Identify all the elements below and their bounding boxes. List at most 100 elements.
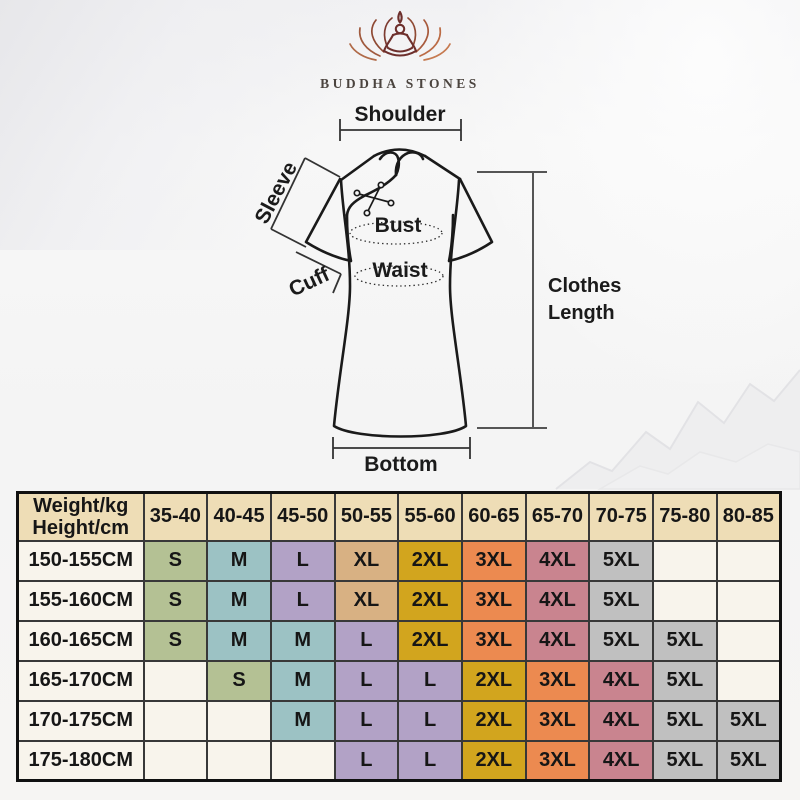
size-cell: 2XL	[460, 699, 527, 742]
empty-size-cell	[715, 619, 782, 662]
size-cell: 5XL	[652, 619, 718, 662]
size-cell: L	[333, 699, 400, 742]
height-row-label: 175-180CM	[16, 739, 145, 782]
size-cell: L	[269, 539, 336, 582]
clothes-length-label-line2: Length	[548, 302, 615, 324]
weight-column-header: 40-45	[206, 491, 272, 542]
size-cell: 5XL	[588, 619, 654, 662]
size-cell: L	[397, 659, 463, 702]
cuff-measure: Cuff	[285, 251, 342, 301]
weight-column-header: 60-65	[460, 491, 527, 542]
height-row-label: 155-160CM	[16, 579, 145, 622]
size-cell: M	[206, 619, 272, 662]
weight-column-header: 70-75	[588, 491, 654, 542]
empty-size-cell	[206, 739, 272, 782]
cuff-label: Cuff	[285, 262, 334, 301]
waist-marker: Waist	[354, 259, 444, 287]
size-cell: 5XL	[652, 699, 718, 742]
size-cell: 5XL	[652, 659, 718, 702]
size-table-row: 175-180CM L L 2XL 3XL 4XL 5XL 5XL	[16, 739, 782, 782]
weight-column-header: 50-55	[333, 491, 400, 542]
size-cell: 5XL	[715, 699, 782, 742]
height-row-label: 165-170CM	[16, 659, 145, 702]
size-cell: 3XL	[460, 619, 527, 662]
empty-size-cell	[715, 659, 782, 702]
frog-buttons-icon	[353, 181, 395, 217]
size-cell: M	[206, 539, 272, 582]
size-cell: 2XL	[397, 539, 463, 582]
empty-size-cell	[269, 739, 336, 782]
bust-marker: Bust	[349, 214, 443, 245]
size-cell: 4XL	[524, 579, 591, 622]
size-cell: 2XL	[397, 619, 463, 662]
sleeve-label: Sleeve	[250, 158, 302, 228]
empty-size-cell	[652, 539, 718, 582]
size-table-row: 150-155CM S M L XL 2XL 3XL 4XL 5XL	[16, 539, 782, 582]
shoulder-measure: Shoulder	[339, 103, 462, 141]
weight-column-header: 55-60	[397, 491, 463, 542]
table-corner-header: Weight/kg Height/cm	[16, 491, 145, 542]
size-cell: 3XL	[524, 699, 591, 742]
height-row-label: 170-175CM	[16, 699, 145, 742]
size-cell: 5XL	[588, 539, 654, 582]
size-cell: 3XL	[460, 579, 527, 622]
dress-outline	[304, 148, 494, 438]
size-cell: XL	[333, 539, 400, 582]
height-row-label: 150-155CM	[16, 539, 145, 582]
corner-height-label: Height/cm	[32, 516, 130, 539]
empty-size-cell	[142, 739, 209, 782]
empty-size-cell	[715, 579, 782, 622]
weight-column-header: 45-50	[269, 491, 336, 542]
size-cell: L	[333, 739, 400, 782]
size-cell: L	[333, 619, 400, 662]
clothes-length-label-line1: Clothes	[548, 275, 621, 297]
size-cell: 4XL	[524, 619, 591, 662]
weight-column-header: 35-40	[142, 491, 209, 542]
weight-column-header: 75-80	[652, 491, 718, 542]
size-cell: L	[397, 739, 463, 782]
size-table: Weight/kg Height/cm 35-40 40-45 45-50 50-55 55…	[16, 491, 782, 782]
size-cell: 4XL	[588, 699, 654, 742]
size-cell: S	[142, 579, 209, 622]
size-table-row: 155-160CM S M L XL 2XL 3XL 4XL 5XL	[16, 579, 782, 622]
empty-size-cell	[142, 659, 209, 702]
size-cell: 5XL	[652, 739, 718, 782]
empty-size-cell	[652, 579, 718, 622]
size-cell: L	[269, 579, 336, 622]
size-table-row: 170-175CM M L L 2XL 3XL 4XL 5XL 5XL	[16, 699, 782, 742]
size-cell: 2XL	[397, 579, 463, 622]
size-cell: 3XL	[524, 659, 591, 702]
size-cell: 3XL	[524, 739, 591, 782]
brand-name: BUDDHA STONES	[320, 76, 480, 91]
size-cell: L	[397, 699, 463, 742]
size-cell: 4XL	[588, 659, 654, 702]
bottom-measure: Bottom	[332, 437, 471, 476]
corner-weight-label: Weight/kg	[33, 494, 129, 517]
size-table-row: 165-170CM S M L L 2XL 3XL 4XL 5XL	[16, 659, 782, 702]
size-cell: S	[206, 659, 272, 702]
size-cell: XL	[333, 579, 400, 622]
size-cell: M	[269, 699, 336, 742]
empty-size-cell	[206, 699, 272, 742]
size-cell: 2XL	[460, 739, 527, 782]
clothes-length-measure: Clothes Length	[477, 171, 621, 429]
height-row-label: 160-165CM	[16, 619, 145, 662]
mountain-watermark-graphic	[555, 369, 800, 490]
shoulder-label: Shoulder	[354, 103, 445, 126]
size-cell: 5XL	[588, 579, 654, 622]
size-cell: 5XL	[715, 739, 782, 782]
size-cell: L	[333, 659, 400, 702]
size-cell: 2XL	[460, 659, 527, 702]
waist-label: Waist	[372, 259, 427, 282]
size-cell: 3XL	[460, 539, 527, 582]
empty-size-cell	[142, 699, 209, 742]
size-cell: S	[142, 539, 209, 582]
size-table-row: 160-165CM S M M L 2XL 3XL 4XL 5XL 5XL	[16, 619, 782, 662]
empty-size-cell	[715, 539, 782, 582]
size-cell: 4XL	[588, 739, 654, 782]
bust-label: Bust	[375, 214, 422, 237]
weight-column-header: 65-70	[524, 491, 591, 542]
bottom-label: Bottom	[364, 453, 437, 476]
